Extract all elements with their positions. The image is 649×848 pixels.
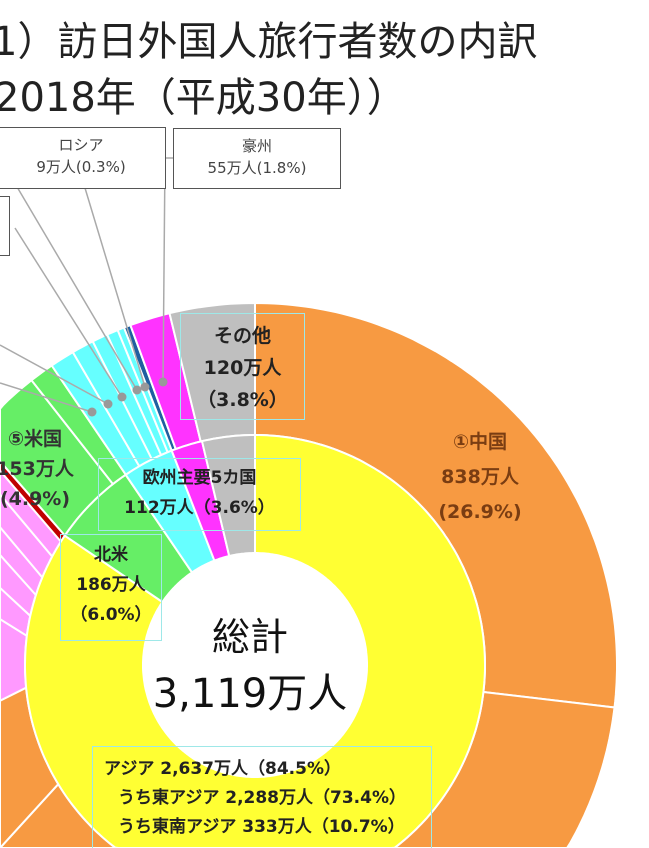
callout-russia-value: 9万人(0.3%) xyxy=(36,158,126,176)
callout-australia: 豪州 55万人(1.8%) xyxy=(173,128,341,189)
donut-hole xyxy=(143,553,367,777)
label-asia-east: うち東アジア 2,288万人（73.4%） xyxy=(118,788,406,808)
label-usa-name: ⑤米国 xyxy=(7,428,63,450)
label-usa-pct: (4.9%) xyxy=(0,488,71,510)
leader-dot xyxy=(140,382,150,392)
label-china: ①中国 838万人 (26.9%) xyxy=(420,425,540,530)
label-china-name: ①中国 xyxy=(452,431,508,453)
callout-australia-value: 55万人(1.8%) xyxy=(207,159,307,177)
label-europe5-value: 112万人（3.6%） xyxy=(124,498,275,518)
label-total-value: 3,119万人 xyxy=(152,671,348,717)
leader-line xyxy=(14,227,123,398)
label-box-other xyxy=(180,313,305,420)
leader-lines xyxy=(0,157,173,413)
label-box-asia xyxy=(92,746,432,848)
label-other-value: 120万人 xyxy=(203,357,282,379)
leader-dot xyxy=(132,385,142,395)
leader-dot xyxy=(87,407,97,417)
leader-dots xyxy=(87,377,168,417)
leader-dot xyxy=(103,399,113,409)
label-china-value: 838万人 xyxy=(441,466,519,488)
leader-dot xyxy=(158,377,168,387)
label-box-europe5 xyxy=(98,458,301,531)
outer-ring xyxy=(0,302,618,848)
label-usa: ⑤米国 153万人 (4.9%) xyxy=(0,424,90,514)
label-asia-southeast: うち東南アジア 333万人（10.7%） xyxy=(118,817,405,837)
label-asia-total: アジア 2,637万人（84.5%） xyxy=(104,759,341,779)
label-europe5: 欧州主要5カ国 112万人（3.6%） xyxy=(98,463,301,523)
label-north-america-value: 186万人 xyxy=(76,575,146,595)
title-line-2: 2018年（平成30年）） xyxy=(0,75,407,121)
leader-line xyxy=(0,382,93,413)
leader-dot xyxy=(117,392,127,402)
label-north-america-name: 北米 xyxy=(94,545,128,565)
label-north-america-pct: （6.0%） xyxy=(70,605,152,625)
label-other: その他 120万人 （3.8%） xyxy=(180,320,305,416)
label-total: 総計 3,119万人 xyxy=(150,612,350,726)
label-china-pct: (26.9%) xyxy=(438,501,522,523)
label-asia: アジア 2,637万人（84.5%） うち東アジア 2,288万人（73.4%）… xyxy=(104,755,406,842)
label-total-name: 総計 xyxy=(211,615,288,659)
leader-line xyxy=(84,187,146,388)
label-other-name: その他 xyxy=(213,325,271,347)
callout-box-partial xyxy=(0,196,10,256)
leader-line xyxy=(9,174,138,391)
label-north-america: 北米 186万人 （6.0%） xyxy=(60,540,162,630)
label-europe5-name: 欧州主要5カ国 xyxy=(142,468,257,488)
title-line-1: 1）訪日外国人旅行者数の内訳 xyxy=(0,19,538,65)
label-usa-value: 153万人 xyxy=(0,458,74,480)
leader-line xyxy=(0,344,109,405)
callout-russia: ロシア 9万人(0.3%) xyxy=(0,127,166,189)
callout-australia-name: 豪州 xyxy=(241,137,272,155)
callout-russia-name: ロシア xyxy=(58,136,104,154)
label-other-pct: （3.8%） xyxy=(197,389,288,411)
label-box-north-america xyxy=(60,534,162,641)
